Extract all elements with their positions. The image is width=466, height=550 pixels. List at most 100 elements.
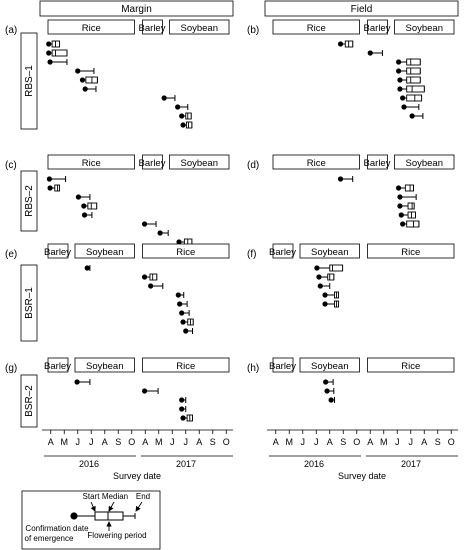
crop-header-box [74, 357, 135, 373]
x-tick-label: A [48, 437, 54, 447]
timeline-item [397, 85, 425, 93]
timeline-item [400, 220, 420, 228]
crop-header-label: Soybean [311, 361, 349, 372]
crop-header-label: Barley [139, 23, 166, 34]
item-emergence-dot [400, 95, 406, 101]
crop-header-label: Rice [307, 23, 326, 34]
crop-header-box [142, 357, 230, 373]
timeline-item [177, 301, 188, 307]
item-flowering-box [87, 202, 98, 210]
x-tick-label: J [409, 437, 414, 447]
item-emergence-dot [180, 319, 186, 325]
crop-header-label: Rice [82, 23, 101, 34]
crop-header-label: Soybean [86, 361, 124, 372]
item-emergence-dot [177, 301, 183, 307]
item-emergence-dot [157, 230, 163, 236]
item-emergence-dot [396, 185, 402, 191]
x-tick-label: A [327, 437, 333, 447]
x-tick-label: J [314, 437, 319, 447]
legend-median-arrow [108, 501, 115, 512]
crop-header-label: Rice [176, 247, 195, 258]
timeline-item [157, 230, 169, 236]
panel-h: (h) Barley Soybean Rice [247, 357, 455, 403]
x-tick-label: A [196, 437, 202, 447]
panel-c: (c) Rice Barley Soybean [5, 154, 230, 255]
crop-header-barley: Barley [364, 154, 391, 170]
item-emergence-dot [322, 292, 328, 298]
item-emergence-dot [47, 185, 53, 191]
crop-header-label: Soybean [311, 247, 349, 258]
x-year-2017-margin: 2017 [176, 459, 196, 469]
timeline-item [317, 283, 331, 289]
timeline-item [180, 318, 194, 326]
item-emergence-dot [180, 415, 186, 421]
column-header-margin: Margin [39, 0, 234, 17]
crop-header-barley: Barley [269, 357, 296, 373]
item-emergence-dot [75, 194, 82, 200]
legend-end-label: End [136, 492, 150, 501]
item-flowering-box [329, 264, 344, 272]
item-emergence-dot [180, 122, 186, 128]
legend-frame [21, 490, 161, 550]
item-emergence-dot [396, 68, 402, 74]
x-tick-label: M [61, 437, 69, 447]
timeline-item [400, 94, 423, 102]
item-emergence-dot [337, 41, 344, 47]
item-emergence-dot [401, 104, 407, 110]
timeline-item [180, 121, 193, 129]
timeline-item [46, 40, 61, 48]
crop-header-label: Soybean [405, 158, 443, 169]
crop-header-label: Rice [401, 361, 420, 372]
item-emergence-dot [409, 113, 415, 119]
item-flowering-box [406, 58, 421, 66]
item-emergence-dot [141, 388, 148, 394]
x-tick-label: A [142, 437, 148, 447]
timeline-item [396, 58, 421, 66]
item-emergence-dot [397, 77, 403, 83]
row-label-rbs2-text: RBS–2 [24, 185, 35, 217]
row-label-rbs1: RBS–1 [20, 32, 38, 130]
panel-id-label: (d) [247, 160, 259, 171]
crop-header-rice: Rice [367, 357, 455, 373]
item-emergence-dot [398, 212, 404, 218]
timeline-item [179, 406, 187, 412]
crop-header-box [272, 357, 294, 373]
timeline-item [183, 328, 193, 334]
crop-header-label: Rice [82, 158, 101, 169]
x-tick-label: O [448, 437, 455, 447]
item-emergence-dot [47, 59, 53, 65]
x-tick-label: M [155, 437, 163, 447]
crop-header-rice: Rice [272, 19, 360, 35]
row-label-rbs1-text: RBS–1 [24, 65, 35, 97]
x-tick-label: S [210, 437, 216, 447]
crop-header-label: Barley [364, 23, 391, 34]
timeline-item [47, 59, 68, 65]
crop-header-barley: Barley [44, 243, 71, 259]
item-emergence-dot [75, 68, 81, 74]
panel-id-label: (c) [5, 160, 17, 171]
crop-header-barley: Barley [139, 19, 166, 35]
column-header-margin-label: Margin [121, 4, 152, 15]
crop-header-soybean: Soybean [299, 243, 360, 259]
timeline-item [324, 388, 335, 394]
x-tick-label: O [223, 437, 230, 447]
timeline-item [328, 397, 335, 403]
crop-header-box [367, 154, 388, 170]
timeline-item [47, 184, 61, 192]
item-flowering-box [406, 220, 420, 228]
crop-header-label: Soybean [86, 247, 124, 258]
item-emergence-dot [316, 274, 322, 280]
crop-header-soybean: Soybean [169, 19, 230, 35]
item-emergence-dot [323, 379, 329, 385]
crop-header-rice: Rice [47, 19, 135, 35]
panel-g: (g) Barley Soybean Rice [5, 357, 230, 422]
x-year-2016-margin: 2016 [79, 459, 99, 469]
crop-header-box [47, 357, 69, 373]
item-emergence-dot [367, 50, 373, 56]
panel-e: (e) Barley Soybean Rice [5, 243, 230, 334]
panels: (a) Rice Barley Soybean (b) Rice Barley Soybean… [5, 19, 455, 422]
x-tick-label: M [380, 437, 388, 447]
